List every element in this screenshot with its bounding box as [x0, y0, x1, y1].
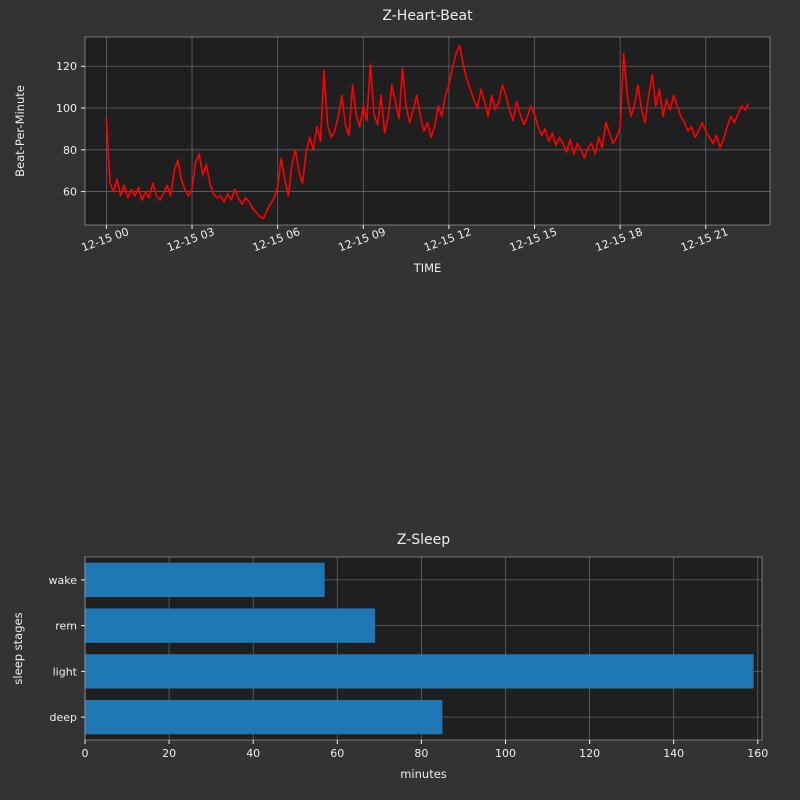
- y-tick-label: 80: [63, 144, 77, 157]
- heart-beat-figure: 12-15 00 12-15 03 12-15 06 12-15 09 12-15 12…: [0, 0, 800, 300]
- y-tick-label: deep: [50, 711, 78, 724]
- y-tick-label: wake: [49, 574, 78, 587]
- x-tick-label: 60: [330, 747, 344, 760]
- x-tick-label: 80: [414, 747, 428, 760]
- y-tick-label: rem: [55, 620, 77, 633]
- x-tick-label: 40: [246, 747, 260, 760]
- x-axis-label: TIME: [413, 261, 442, 275]
- x-tick-label: 140: [663, 747, 684, 760]
- sleep-figure: 0 20 40 60 80 100 120 140 160 wake rem light deep min…: [0, 528, 800, 800]
- x-axis-label: minutes: [400, 767, 447, 781]
- x-tick-label: 12-15 00: [80, 225, 131, 254]
- axes-spine: [84, 36, 771, 226]
- axes-spine: [84, 556, 763, 741]
- y-tick-label: 100: [56, 102, 77, 115]
- sleep-chart: 0 20 40 60 80 100 120 140 160 wake rem light deep min…: [11, 556, 768, 781]
- y-tick-label: 120: [56, 60, 77, 73]
- x-tick-label: 0: [82, 747, 89, 760]
- x-tick-label: 12-15 12: [422, 225, 473, 254]
- x-tick-label: 12-15 06: [251, 225, 302, 254]
- y-axis-label: Beat-Per-Minute: [13, 85, 27, 177]
- y-tick-label: light: [53, 665, 78, 678]
- x-tick-label: 12-15 15: [508, 225, 559, 254]
- y-axis-label: sleep stages: [11, 612, 25, 684]
- heart-beat-chart: 12-15 00 12-15 03 12-15 06 12-15 09 12-15 12…: [13, 36, 771, 275]
- sleep-bar-light: [85, 654, 754, 689]
- y-tick-label: 60: [63, 186, 77, 199]
- sleep-bar-wake: [85, 562, 325, 598]
- x-tick-label: 120: [579, 747, 600, 760]
- sleep-bar-deep: [85, 699, 443, 735]
- x-tick-label: 12-15 09: [337, 225, 388, 254]
- x-tick-label: 12-15 21: [679, 225, 730, 254]
- heart-rate-line: [105, 44, 750, 220]
- heart-beat-plot-area: [85, 37, 770, 225]
- x-tick-label: 12-15 03: [165, 225, 216, 254]
- x-tick-label: 160: [747, 747, 768, 760]
- x-tick-label: 100: [495, 747, 516, 760]
- x-tick-label: 12-15 18: [593, 225, 644, 254]
- sleep-bar-rem: [85, 608, 376, 643]
- x-tick-label: 20: [162, 747, 176, 760]
